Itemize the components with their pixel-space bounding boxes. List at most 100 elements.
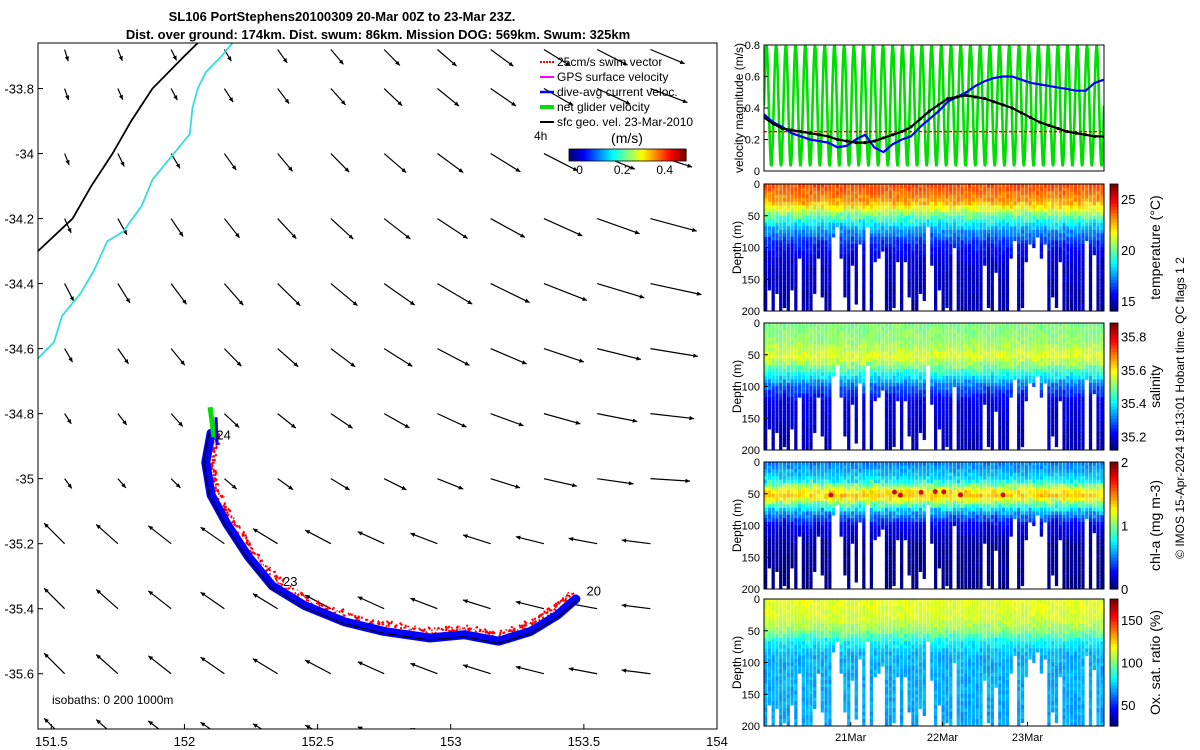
temperature-cell: [968, 307, 972, 311]
salinity-cell: [835, 358, 840, 363]
temperature-cell: [949, 229, 953, 234]
temperature-cell: [907, 282, 911, 287]
salinity-cell: [854, 414, 858, 419]
temperature-cell: [964, 268, 968, 273]
temperature-cell: [805, 275, 809, 280]
temperature-cell: [771, 240, 775, 245]
salinity-cell: [775, 393, 779, 398]
map-xtick-label: 152: [174, 734, 196, 749]
salinity-cell: [915, 372, 919, 377]
swim-vector: [212, 470, 215, 474]
temperature-ytick-label: 50: [748, 211, 760, 223]
salinity-cell: [900, 337, 904, 342]
temperature-colorbar-cell: [1110, 241, 1118, 245]
salinity-cell: [896, 372, 900, 377]
temperature-cell: [994, 212, 998, 217]
temperature-cell: [979, 289, 983, 294]
temperature-cell: [945, 272, 949, 277]
salinity-cell: [764, 386, 768, 391]
temperature-cell: [915, 286, 919, 291]
current-arrow-head: [352, 301, 358, 306]
salinity-cell: [798, 330, 802, 335]
current-arrow-shaft: [490, 153, 521, 173]
swim-vector: [222, 504, 226, 508]
temperature-cell: [900, 201, 904, 206]
salinity-cell: [794, 390, 798, 395]
temperature-cell: [1088, 300, 1093, 305]
salinity-cell: [892, 330, 896, 335]
salinity-cell: [937, 407, 942, 412]
temperature-cell: [779, 293, 783, 298]
swim-vector: [282, 580, 285, 583]
temperature-cell: [801, 198, 806, 203]
salinity-cell: [794, 344, 798, 349]
sfc-geo-velocity-point: [835, 137, 840, 142]
temperature-cell: [918, 289, 923, 294]
temperature-cell: [949, 303, 953, 309]
speed-colorbar-cell: [569, 149, 572, 161]
temperature-cell: [1081, 243, 1085, 249]
salinity-cell: [884, 337, 889, 342]
temperature-cell: [1081, 212, 1085, 217]
temperature-cell: [1062, 243, 1066, 249]
salinity-cell: [930, 379, 934, 384]
salinity-cell: [881, 358, 885, 363]
salinity-cell: [775, 418, 779, 423]
temperature-cell: [975, 201, 979, 206]
temperature-cell: [968, 279, 972, 284]
salinity-cell: [824, 358, 828, 363]
temperature-cell: [771, 268, 775, 273]
temperature-cell: [937, 265, 942, 270]
speed-colorbar-cell: [625, 149, 629, 161]
temperature-cell: [915, 303, 919, 309]
salinity-cell: [794, 439, 798, 444]
salinity-cell: [862, 411, 866, 416]
temperature-cell: [847, 208, 851, 213]
temperature-cell: [764, 261, 768, 266]
salinity-cell: [771, 428, 775, 433]
temperature-cell: [813, 247, 817, 252]
temperature-cell: [1017, 222, 1021, 227]
temperature-cell: [1039, 187, 1044, 192]
temperature-cell: [779, 233, 783, 238]
temperature-cell: [930, 205, 934, 210]
salinity-cell: [820, 404, 824, 409]
temperature-cell: [858, 236, 862, 242]
salinity-cell: [869, 418, 874, 423]
temperature-cell: [1070, 258, 1074, 263]
salinity-cell: [779, 365, 783, 370]
current-arrow-head: [622, 734, 627, 738]
salinity-cell: [813, 323, 817, 328]
temperature-cell: [994, 243, 998, 249]
swim-vector: [410, 628, 413, 631]
temperature-cell: [798, 205, 802, 210]
temperature-cell: [1032, 226, 1036, 231]
temperature-cell: [809, 286, 813, 291]
temperature-cell: [839, 208, 843, 213]
temperature-cell: [1070, 289, 1074, 294]
temperature-cell: [1020, 236, 1025, 242]
temperature-cell: [979, 251, 983, 256]
temperature-colorbar-cell: [1110, 199, 1118, 204]
temperature-cell: [1051, 208, 1055, 213]
salinity-cell: [884, 333, 889, 338]
temperature-cell: [1005, 194, 1010, 199]
temperature-cell: [1017, 268, 1021, 273]
temperature-cell: [790, 240, 794, 245]
temperature-cell: [1039, 222, 1044, 227]
speed-colorbar-cell: [578, 149, 582, 161]
temperature-cell: [1062, 251, 1066, 256]
temperature-cell: [1062, 261, 1066, 266]
temperature-cell: [986, 222, 991, 227]
temperature-cell: [884, 226, 889, 231]
temperature-cell: [801, 307, 806, 311]
legend-geo-label: sfc geo. vel. 23-Mar-2010: [557, 115, 693, 129]
temperature-cell: [1032, 187, 1036, 192]
temperature-cell: [964, 296, 968, 302]
salinity-cell: [892, 379, 896, 384]
temperature-cell: [767, 251, 772, 256]
temperature-cell: [854, 240, 858, 245]
temperature-cell: [1002, 289, 1006, 294]
temperature-cell: [839, 243, 843, 249]
temperature-cell: [794, 258, 798, 263]
